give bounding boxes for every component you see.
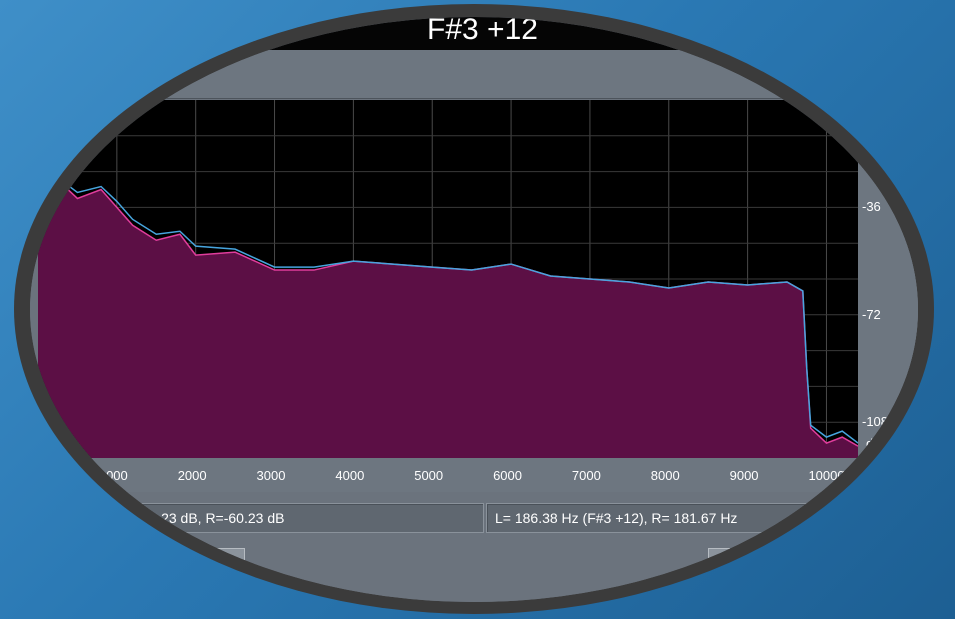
- x-tick-label: 3000: [256, 468, 286, 483]
- spectrum-plot-area[interactable]: [38, 100, 858, 458]
- bottom-right-control[interactable]: [708, 548, 730, 572]
- top-dark-strip: [30, 17, 918, 50]
- x-tick-label: 10000: [808, 468, 845, 483]
- spectrum-chart: [38, 100, 858, 458]
- x-tick-label: 5000: [414, 468, 444, 483]
- x-tick-label: 7000: [571, 468, 601, 483]
- spectrum-window: F#3 +12 -36 -72 -108 dB 1000 2000 3000 4000 500…: [30, 17, 918, 602]
- y-unit-label: dB: [866, 436, 882, 451]
- title-bar: [40, 50, 918, 99]
- level-readout: L=-60.23 dB, R=-60.23 dB: [112, 503, 484, 533]
- db-scale-strip: [858, 100, 918, 458]
- x-tick-label: 1000: [98, 468, 128, 483]
- y-tick-label: -36: [862, 199, 881, 215]
- x-tick-label: 2000: [177, 468, 207, 483]
- y-tick-label: -108: [862, 414, 889, 430]
- window-title: F#3 +12: [427, 17, 538, 46]
- y-tick-label: -72: [862, 306, 881, 322]
- x-tick-label: 9000: [729, 468, 759, 483]
- bottom-left-control[interactable]: [205, 548, 245, 572]
- x-tick-label: 6000: [493, 468, 522, 483]
- frequency-readout: L= 186.38 Hz (F#3 +12), R= 181.67 Hz: [486, 503, 876, 533]
- x-tick-label: 4000: [335, 468, 365, 483]
- ellipse-viewport: F#3 +12 -36 -72 -108 dB 1000 2000 3000 4000 500…: [30, 17, 918, 602]
- series-area-0: [38, 183, 858, 458]
- x-unit-label: Hz: [842, 468, 858, 483]
- x-tick-label: 8000: [650, 468, 680, 483]
- hz-axis-strip: [38, 458, 868, 492]
- series-line-1: [38, 179, 858, 444]
